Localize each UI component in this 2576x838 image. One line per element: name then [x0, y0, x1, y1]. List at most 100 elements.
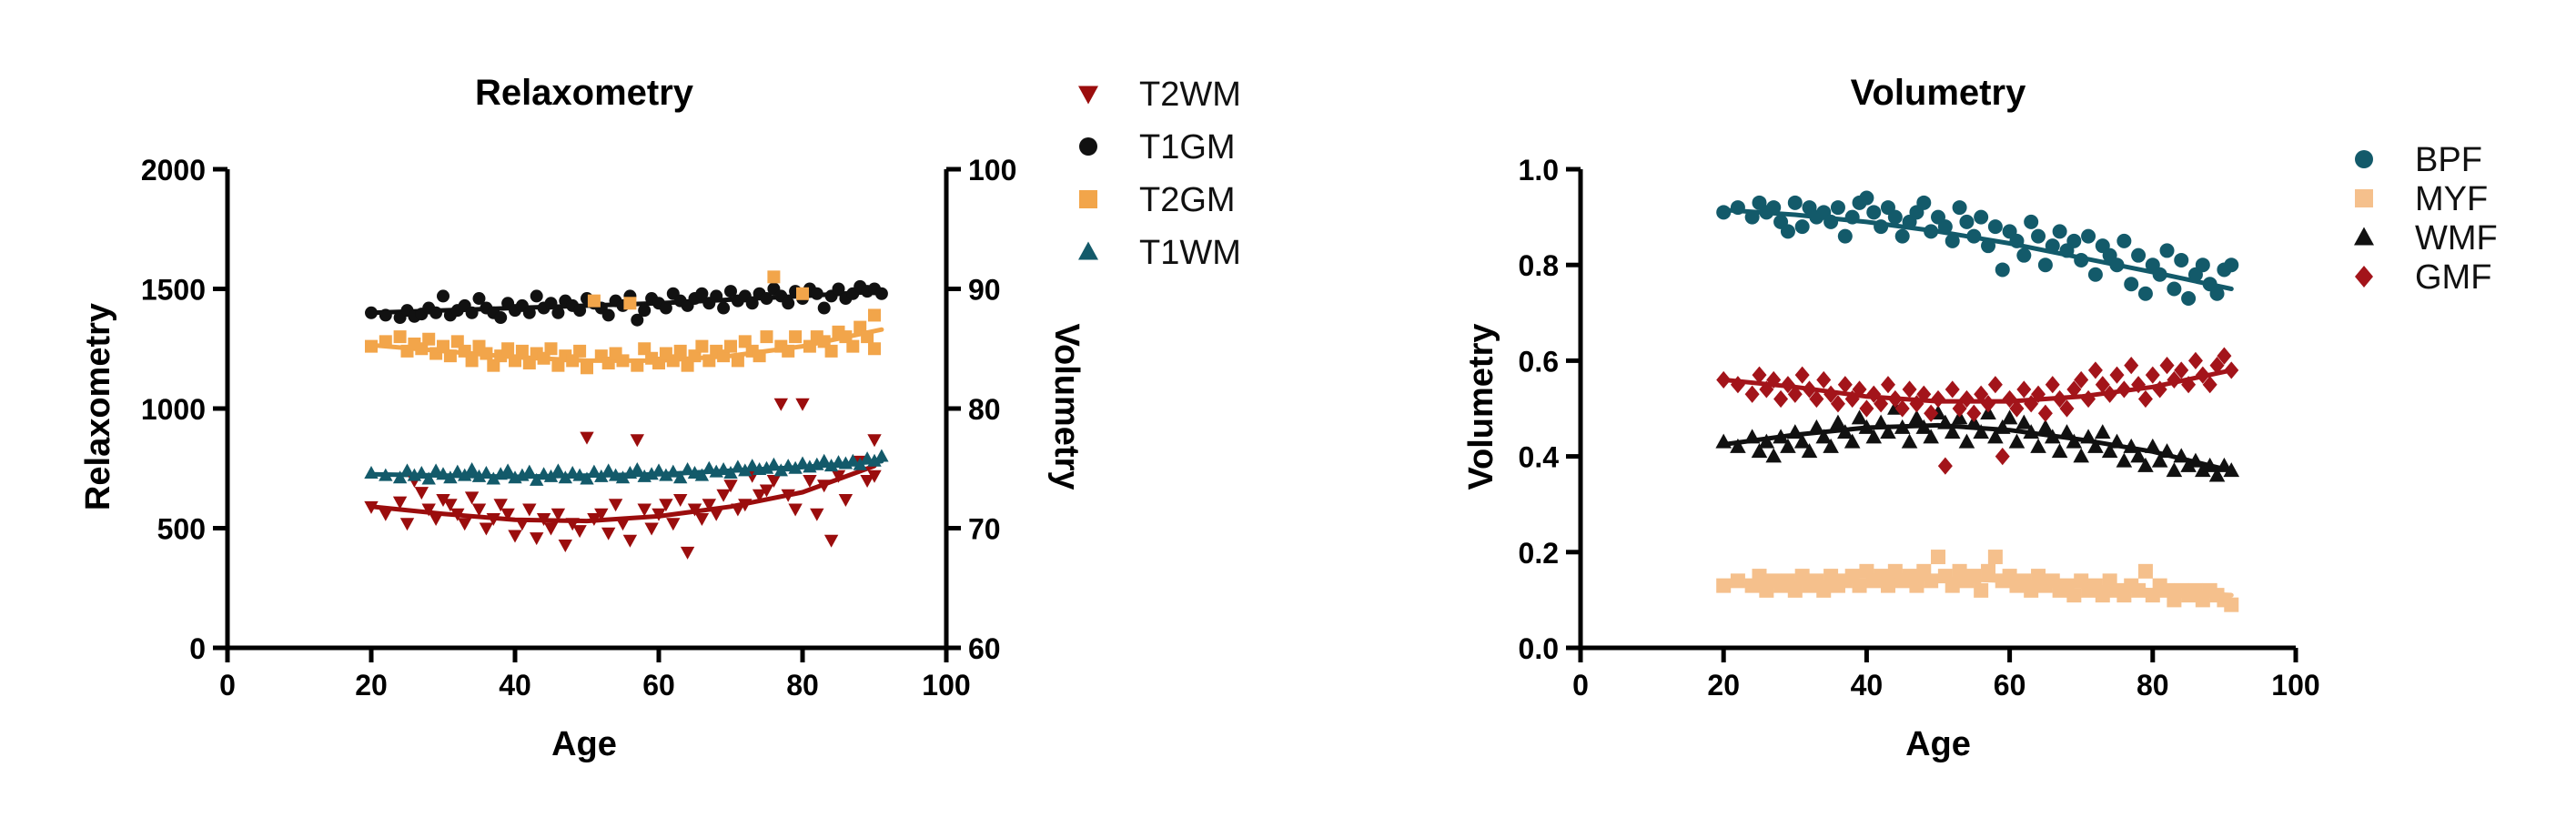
- relaxometry-x-tick-label: 20: [355, 669, 388, 702]
- relaxometry-t1wm-point: [443, 470, 458, 484]
- volumetry-myf-point: [1974, 582, 1989, 598]
- relaxometry-t2wm-point: [580, 431, 594, 445]
- relaxometry-t2wm-point: [773, 398, 788, 411]
- relaxometry-x-tick-label: 0: [219, 669, 236, 702]
- relaxometry-t2gm-point: [854, 320, 867, 334]
- relaxometry-t1wm-point: [723, 465, 738, 479]
- relaxometry-t2gm-point: [839, 330, 853, 344]
- relaxometry-t1wm-point: [874, 449, 889, 462]
- volumetry-gmf-point: [1959, 389, 1975, 409]
- relaxometry-legend-t1wm-label: T1WM: [1139, 234, 1241, 272]
- volumetry-wmf-point: [1844, 433, 1861, 449]
- volumetry-gmf-point: [1730, 376, 1745, 394]
- relaxometry-t2gm-point: [437, 339, 450, 353]
- volumetry-wmf-point: [2008, 433, 2025, 449]
- volumetry-gmf-point: [1759, 380, 1774, 399]
- volumetry-bpf-point: [1787, 195, 1803, 210]
- relaxometry-t2gm-point: [846, 339, 860, 353]
- relaxometry-y-tick-label: 1000: [141, 393, 206, 426]
- relaxometry-legend-item-t1wm: T1WM: [1078, 234, 1241, 272]
- volumetry-bpf-point: [2009, 233, 2025, 248]
- volumetry-wmf-point: [1758, 433, 1775, 449]
- relaxometry-t1gm-point: [638, 304, 652, 318]
- volumetry-gmf-point: [1874, 395, 1889, 413]
- volumetry-myf-point: [1752, 569, 1767, 584]
- relaxometry-t2gm-point: [566, 354, 580, 368]
- relaxometry-t2wm-point: [622, 534, 638, 548]
- volumetry-gmf-point: [1924, 404, 1939, 422]
- relaxometry-t2gm-point: [652, 357, 665, 370]
- relaxometry-t1wm-point: [795, 456, 810, 469]
- volumetry-gmf-point: [1894, 399, 1910, 418]
- relaxometry-t1gm-point: [472, 292, 486, 306]
- relaxometry-t2wm-point: [867, 469, 882, 483]
- relaxometry-t1wm-point: [594, 469, 609, 482]
- volumetry-myf-point: [2224, 597, 2239, 612]
- relaxometry-t1wm-point: [522, 464, 537, 478]
- relaxometry-t1gm-point: [530, 289, 543, 303]
- volumetry-gmf-point: [1744, 385, 1760, 403]
- volumetry-wmf-point: [1765, 448, 1783, 463]
- relaxometry-t1gm-point: [429, 306, 443, 319]
- relaxometry-t1wm-point: [810, 457, 824, 470]
- volumetry-wmf-point: [2023, 424, 2039, 439]
- volumetry-gmf-point: [1966, 404, 1982, 422]
- relaxometry-t1wm-point: [486, 471, 500, 485]
- relaxometry-t2wm-point: [716, 489, 731, 502]
- volumetry-wmf-point: [2066, 433, 2083, 449]
- volumetry-bpf-point: [1916, 195, 1932, 210]
- relaxometry-x-tick-label: 100: [922, 669, 970, 702]
- relaxometry-x-tick-label: 80: [786, 669, 819, 702]
- relaxometry-t1gm-point: [817, 301, 831, 315]
- relaxometry-legend-item-t2wm: T2WM: [1078, 76, 1241, 114]
- relaxometry-t2gm-point: [782, 344, 795, 358]
- relaxometry-t2gm-point: [537, 351, 551, 365]
- volumetry-wmf-point: [1793, 433, 1811, 449]
- volumetry-myf-point: [1716, 578, 1732, 593]
- volumetry-wmf-point: [1894, 419, 1911, 434]
- volumetry-gmf-point: [2087, 361, 2103, 379]
- relaxometry-t1gm-point: [874, 287, 888, 300]
- relaxometry-t2gm-point: [702, 354, 716, 368]
- relaxometry-t1wm-point: [666, 464, 681, 478]
- relaxometry-t2wm-point: [687, 503, 702, 517]
- relaxometry-legend-t1gm-label: T1GM: [1139, 128, 1236, 167]
- relaxometry-t1wm-point: [644, 467, 659, 480]
- relaxometry-t1gm-point: [379, 308, 392, 322]
- volumetry-data-points: [1715, 190, 2240, 612]
- volumetry-chart: Volumetry Age Volumetry 0 20 40 60 80 1000.00…: [1462, 73, 2498, 763]
- volumetry-wmf-point: [2058, 424, 2076, 439]
- relaxometry-t1gm-point: [544, 297, 558, 310]
- relaxometry-t1gm-point: [695, 287, 709, 300]
- relaxometry-t1wm-point: [845, 453, 860, 467]
- relaxometry-t1gm-point: [551, 306, 565, 319]
- volumetry-wmf-point: [2195, 462, 2211, 478]
- volumetry-gmf-point: [2167, 370, 2182, 389]
- volumetry-myf-point: [1816, 582, 1832, 598]
- volumetry-gmf-point: [2045, 376, 2060, 394]
- volumetry-gmf-point: [2202, 376, 2217, 394]
- volumetry-gmf-point: [1844, 389, 1860, 409]
- relaxometry-t2wm-point: [788, 503, 803, 517]
- volumetry-wmf-point: [2044, 429, 2061, 444]
- relaxometry-t1gm-point: [494, 311, 508, 325]
- relaxometry-x-tick-label: 40: [499, 669, 531, 702]
- volumetry-gmf-point: [2116, 380, 2132, 399]
- volumetry-legend-item-bpf: BPF: [2355, 141, 2482, 179]
- volumetry-wmf-point: [2116, 452, 2133, 468]
- relaxometry-t2wm-point: [823, 534, 839, 548]
- volumetry-wmf-point: [1851, 409, 1868, 425]
- relaxometry-t2gm-point: [868, 342, 881, 356]
- volumetry-wmf-point: [1937, 414, 1954, 429]
- relaxometry-t2gm-point: [817, 335, 831, 348]
- volumetry-wmf-point: [2073, 448, 2089, 463]
- relaxometry-t2wm-point: [702, 499, 716, 512]
- volumetry-myf-point: [1909, 578, 1924, 593]
- relaxometry-t2gm-point: [601, 357, 615, 370]
- relaxometry-x-axis-label: Age: [551, 725, 617, 763]
- relaxometry-t2wm-point: [479, 522, 494, 536]
- relaxometry-t2gm-point: [803, 339, 816, 353]
- relaxometry-t1wm-point: [414, 465, 429, 479]
- relaxometry-t1gm-point: [601, 308, 615, 322]
- volumetry-bpf-point: [1837, 228, 1853, 244]
